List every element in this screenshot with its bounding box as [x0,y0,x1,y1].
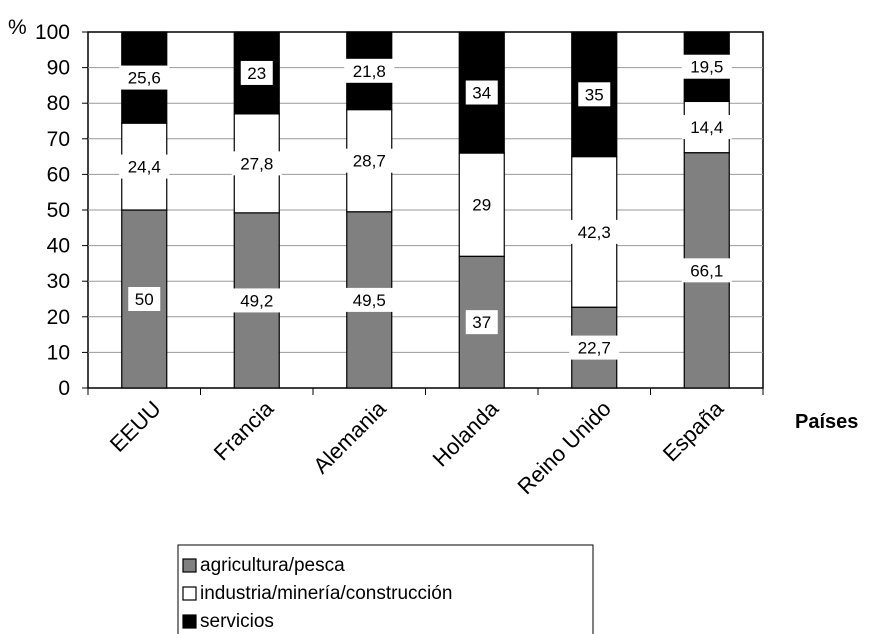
y-axis-label: % [8,16,27,39]
data-label-box [119,65,170,90]
data-label-box [569,219,620,244]
data-label-box [681,115,732,140]
category-label: EEUU [105,396,166,457]
y-tick-label: 70 [47,128,70,151]
x-axis-categories: EEUU Francia Alemania Holanda Reino Unido Esp… [105,395,729,499]
y-axis-ticks: 0 10 20 30 40 50 60 70 80 90 100 [35,21,764,400]
data-label-box [569,335,620,360]
data-label-box [681,258,732,283]
legend-swatch [182,586,197,601]
category-label: Alemania [308,395,391,478]
legend-label: industria/minería/construcción [200,583,452,604]
data-label: 28,7 [353,152,386,171]
data-label-box [681,54,732,79]
data-label: 49,2 [240,291,273,310]
y-tick-label: 0 [58,377,70,400]
data-label: 29 [472,196,491,215]
data-label-box [128,287,161,311]
data-label: 22,7 [578,339,611,358]
data-label: 35 [585,85,604,104]
data-label-box [344,287,395,312]
data-label: 49,5 [353,291,386,310]
legend: agricultura/pesca industria/minería/const… [177,544,594,634]
data-label: 24,4 [128,158,161,177]
data-label-box [231,151,282,176]
legend-swatch [182,614,197,629]
data-label: 27,8 [240,154,273,173]
data-label: 50 [135,290,154,309]
data-label-box [240,60,273,85]
data-label-box [465,310,498,335]
y-tick-label: 60 [47,163,70,186]
data-label-box [231,288,282,313]
data-label-box [344,58,395,83]
data-label-box [465,192,498,217]
data-label-box [578,82,611,107]
legend-label: servicios [200,611,274,632]
data-label-box [344,148,395,173]
y-tick-label: 50 [47,199,70,222]
legend-label: agricultura/pesca [200,555,345,576]
y-tick-label: 80 [47,92,70,115]
bars: 50 24,4 25,6 49,2 27,8 23 49,5 28,7 21,8 37 29 34 22… [119,31,732,389]
data-label: 19,5 [690,58,723,77]
data-label: 21,8 [353,62,386,81]
legend-swatch [182,558,197,573]
data-label: 37 [472,313,491,332]
data-label: 66,1 [690,261,723,280]
data-label: 14,4 [690,118,723,137]
x-axis-title: Países [795,411,858,433]
data-label: 42,3 [578,223,611,242]
category-label: Holanda [428,395,504,471]
legend-box [177,544,594,634]
y-tick-label: 20 [47,306,70,329]
data-label-box [465,80,498,105]
category-label: España [658,395,729,466]
data-label: 25,6 [128,69,161,88]
data-label-box [119,154,170,179]
data-label: 23 [247,64,266,83]
category-label: Francia [209,395,279,465]
y-tick-label: 40 [47,235,70,258]
category-label: Reino Unido [512,396,615,499]
y-tick-label: 30 [47,270,70,293]
y-tick-label: 90 [47,57,70,80]
y-tick-label: 100 [35,21,70,44]
data-label: 34 [472,84,491,103]
gridlines [88,67,763,353]
y-tick-label: 10 [47,341,70,364]
